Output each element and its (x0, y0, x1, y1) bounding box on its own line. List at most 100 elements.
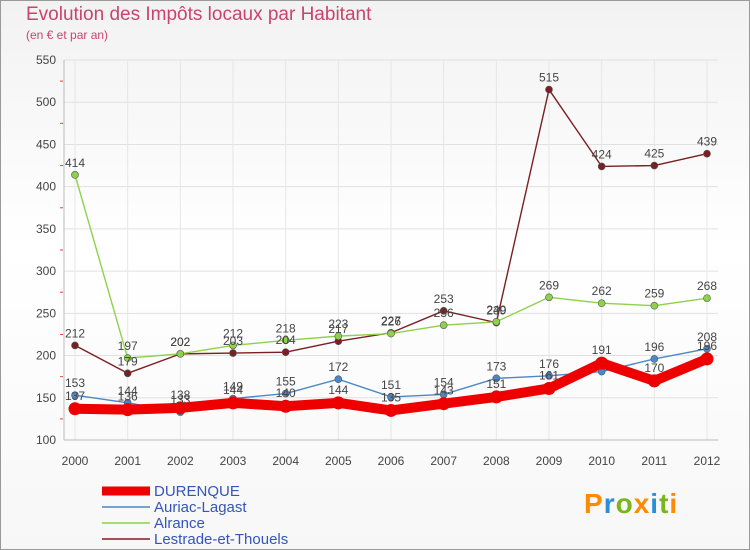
data-point-2 (387, 329, 395, 338)
logo-letter: i (669, 488, 679, 519)
data-label: 151 (381, 378, 401, 392)
data-label: 196 (697, 339, 717, 353)
data-point-0 (173, 401, 187, 415)
data-label: 197 (118, 339, 138, 353)
data-label: 151 (486, 377, 506, 391)
legend: DURENQUEAuriac-LagastAlranceLestrade-et-… (102, 483, 288, 548)
data-point-3 (545, 85, 553, 94)
y-tick-label: 550 (36, 53, 56, 67)
data-point-1 (703, 344, 711, 353)
data-label: 203 (223, 334, 243, 348)
logo-letter: o (615, 488, 634, 519)
data-label: 136 (118, 390, 138, 404)
data-point-0 (121, 403, 135, 417)
data-label: 161 (539, 368, 559, 382)
data-point-3 (650, 161, 659, 170)
data-point-3 (229, 349, 237, 357)
data-point-1 (387, 393, 395, 401)
legend-label-2: Alrance (154, 515, 205, 532)
data-point-2 (650, 301, 659, 310)
y-tick-label: 200 (36, 349, 56, 363)
data-label: 138 (170, 388, 190, 402)
x-tick-label: 2010 (588, 454, 615, 468)
data-label: 144 (118, 384, 138, 398)
data-point-0 (700, 352, 714, 366)
data-label: 154 (434, 375, 454, 389)
x-tick-label: 2004 (272, 454, 299, 468)
x-tick-label: 2006 (378, 454, 405, 468)
data-point-2 (71, 171, 79, 179)
y-tick-label: 300 (36, 264, 56, 278)
logo-letter: r (603, 488, 616, 519)
y-tick-label: 450 (36, 137, 56, 151)
data-point-3 (439, 306, 448, 315)
data-label: 153 (65, 376, 85, 390)
x-tick-label: 2007 (430, 454, 457, 468)
chart-title: Evolution des Impôts locaux par Habitant (26, 4, 372, 25)
data-point-2 (597, 299, 606, 308)
data-point-0 (437, 397, 451, 411)
data-point-0 (542, 381, 556, 395)
y-tick-label: 150 (36, 391, 56, 405)
data-label: 414 (65, 156, 85, 170)
logo-letter: i (650, 488, 660, 519)
data-point-0 (384, 403, 398, 417)
data-label: 240 (486, 303, 506, 317)
data-label: 202 (170, 335, 190, 349)
data-point-0 (226, 396, 240, 410)
data-label: 204 (276, 333, 296, 347)
x-tick-label: 2012 (694, 454, 721, 468)
data-point-2 (176, 350, 185, 358)
data-point-2 (545, 293, 553, 302)
logo-letter: x (633, 488, 651, 519)
data-label: 170 (644, 361, 664, 375)
data-label: 135 (381, 390, 401, 404)
data-label: 223 (328, 317, 348, 331)
x-tick-label: 2011 (641, 454, 667, 468)
data-label: 269 (539, 278, 559, 292)
data-label: 515 (539, 71, 559, 85)
data-label: 218 (276, 321, 296, 335)
data-label: 425 (644, 147, 664, 161)
data-point-3 (703, 149, 711, 158)
y-tick-label: 350 (36, 222, 56, 236)
data-label: 212 (65, 326, 85, 340)
data-point-1 (545, 372, 553, 380)
data-label: 236 (434, 306, 454, 320)
legend-label-0: DURENQUE (154, 483, 240, 500)
logo-letter: t (659, 488, 670, 519)
data-label: 217 (328, 322, 348, 336)
x-tick-label: 2009 (536, 454, 563, 468)
data-label: 137 (65, 389, 85, 403)
data-label: 208 (697, 330, 717, 344)
data-labels: 137 136 138 144 140 144 135 143 151 161 191 170 196 1… (65, 71, 717, 408)
data-label: 176 (539, 357, 559, 371)
x-tick-label: 2001 (114, 454, 141, 468)
data-label: 253 (434, 292, 454, 306)
data-point-2 (334, 332, 343, 340)
data-label: 262 (592, 284, 612, 298)
y-tick-label: 500 (36, 95, 56, 109)
series-lines (68, 85, 714, 417)
x-tick-label: 2008 (483, 454, 510, 468)
y-tick-label: 100 (36, 433, 56, 447)
data-label: 227 (381, 314, 401, 328)
data-label: 202 (170, 335, 190, 349)
data-label: 268 (697, 279, 717, 293)
data-label: 133 (170, 393, 190, 407)
data-point-1 (650, 355, 659, 363)
data-point-1 (281, 389, 290, 398)
data-point-0 (68, 402, 82, 416)
data-point-1 (334, 375, 343, 384)
data-label: 155 (276, 375, 296, 389)
legend-label-3: Lestrade-et-Thouels (154, 531, 288, 548)
data-point-3 (597, 162, 606, 171)
data-point-0 (595, 356, 609, 370)
chart-subtitle: (en € et par an) (26, 28, 109, 42)
data-point-2 (281, 336, 290, 345)
y-tick-label: 400 (36, 180, 56, 194)
data-label: 226 (381, 315, 401, 329)
proxiti-logo: Proxiti (584, 488, 678, 520)
